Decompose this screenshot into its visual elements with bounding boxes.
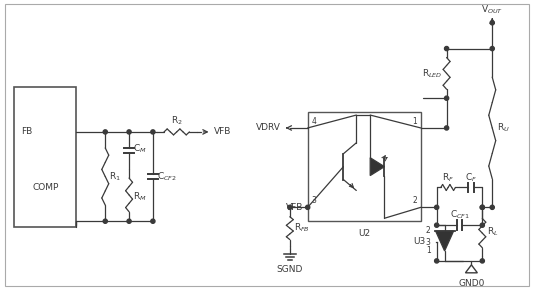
- Text: 3: 3: [312, 196, 317, 205]
- Text: R$_L$: R$_L$: [488, 225, 499, 238]
- Text: R$_{FB}$: R$_{FB}$: [294, 222, 310, 234]
- Circle shape: [151, 219, 155, 223]
- Circle shape: [103, 130, 107, 134]
- Circle shape: [444, 46, 449, 51]
- Text: VDRV: VDRV: [256, 124, 281, 133]
- Polygon shape: [436, 231, 453, 251]
- Bar: [14, 87, 76, 227]
- Circle shape: [444, 96, 449, 100]
- Text: COMP: COMP: [32, 183, 58, 192]
- Text: R$_2$: R$_2$: [171, 115, 183, 127]
- Text: R$_M$: R$_M$: [133, 191, 147, 203]
- Text: 2: 2: [412, 196, 417, 205]
- Text: 2: 2: [426, 226, 431, 235]
- Circle shape: [480, 205, 484, 209]
- Text: 4: 4: [312, 117, 317, 126]
- Circle shape: [480, 205, 484, 209]
- Text: V$_{OUT}$: V$_{OUT}$: [481, 3, 504, 16]
- Text: R$_1$: R$_1$: [109, 170, 121, 183]
- Circle shape: [305, 205, 310, 209]
- Text: R$_F$: R$_F$: [442, 171, 454, 184]
- Text: 1: 1: [412, 117, 417, 126]
- Circle shape: [480, 223, 484, 227]
- Text: C$_{CF1}$: C$_{CF1}$: [450, 209, 469, 221]
- Text: SGND: SGND: [277, 265, 303, 274]
- Circle shape: [490, 21, 494, 25]
- Text: 1: 1: [426, 246, 431, 255]
- Circle shape: [151, 130, 155, 134]
- Text: R$_U$: R$_U$: [497, 122, 510, 134]
- Text: C$_{CF2}$: C$_{CF2}$: [157, 170, 177, 183]
- Circle shape: [490, 205, 494, 209]
- Text: GND0: GND0: [458, 279, 484, 288]
- Bar: [308, 112, 421, 221]
- Circle shape: [444, 126, 449, 130]
- Circle shape: [480, 259, 484, 263]
- Text: R$_{LED}$: R$_{LED}$: [422, 67, 443, 80]
- Circle shape: [435, 223, 439, 227]
- Text: 3: 3: [426, 238, 431, 246]
- Text: FB: FB: [21, 127, 32, 136]
- Circle shape: [435, 205, 439, 209]
- Text: U3: U3: [413, 237, 426, 246]
- Circle shape: [127, 219, 131, 223]
- Circle shape: [435, 259, 439, 263]
- Text: C$_F$: C$_F$: [465, 171, 477, 184]
- Circle shape: [127, 130, 131, 134]
- Polygon shape: [370, 158, 384, 175]
- Circle shape: [490, 46, 494, 51]
- Text: VFB: VFB: [286, 203, 304, 212]
- Circle shape: [288, 205, 292, 209]
- Circle shape: [103, 219, 107, 223]
- Text: C$_M$: C$_M$: [133, 142, 147, 155]
- Text: VFB: VFB: [215, 127, 232, 136]
- Text: U2: U2: [358, 229, 370, 238]
